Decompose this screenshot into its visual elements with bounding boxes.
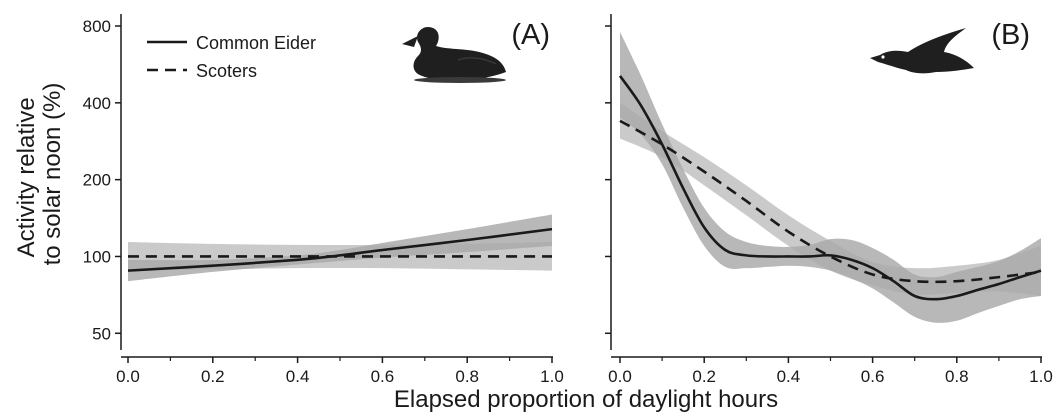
duck-water-line — [414, 77, 506, 83]
flying-duck-body — [870, 28, 974, 74]
panel-label: (B) — [991, 19, 1030, 51]
panel-b: 0.0 0.2 0.4 0.6 0.8 1.0 (B) — [605, 14, 1053, 386]
x-tick-label: 0.4 — [286, 367, 310, 386]
series-line-common-eider — [618, 75, 1042, 301]
x-tick-label: 0.2 — [201, 367, 225, 386]
legend-label-common-eider: Common Eider — [196, 33, 316, 53]
panel-label: (A) — [511, 19, 550, 51]
y-tick-label: 50 — [92, 324, 111, 343]
duck-body — [413, 26, 506, 81]
y-tick-label: 800 — [83, 17, 111, 36]
legend: Common Eider Scoters — [147, 33, 316, 81]
y-axis-title-line-1: Activity relative — [13, 97, 40, 257]
x-tick-label: 0.8 — [945, 367, 969, 386]
y-tick-label: 400 — [83, 94, 111, 113]
y-tick-label: 100 — [83, 247, 111, 266]
flying-duck-icon — [870, 28, 974, 74]
legend-label-scoters: Scoters — [196, 61, 257, 81]
x-tick-label: 0.0 — [608, 367, 632, 386]
x-tick-label: 0.6 — [371, 367, 395, 386]
x-axis-title: Elapsed proportion of daylight hours — [394, 386, 778, 413]
x-tick-label: 1.0 — [1029, 367, 1053, 386]
x-tick-label: 1.0 — [540, 367, 564, 386]
duck-wing-detail — [457, 57, 497, 65]
x-tick-label: 0.0 — [116, 367, 140, 386]
flying-duck-eye — [881, 55, 885, 59]
x-tick-label: 0.4 — [777, 367, 801, 386]
y-tick-label: 200 — [83, 171, 111, 190]
duck-bill — [402, 36, 418, 47]
x-tick-label: 0.8 — [455, 367, 479, 386]
y-axis-title-line-2: to solar noon (%) — [39, 83, 66, 266]
swimming-duck-icon — [402, 26, 506, 83]
x-tick-label: 0.6 — [861, 367, 885, 386]
y-axis-title: Activity relative to solar noon (%) — [13, 83, 66, 266]
x-tick-label: 0.2 — [692, 367, 716, 386]
series-line-common-eider — [127, 227, 553, 272]
panel-a: 50 100 200 400 800 0.0 0.2 0.4 0.6 0.8 1.0 (A) Commo… — [83, 14, 564, 386]
